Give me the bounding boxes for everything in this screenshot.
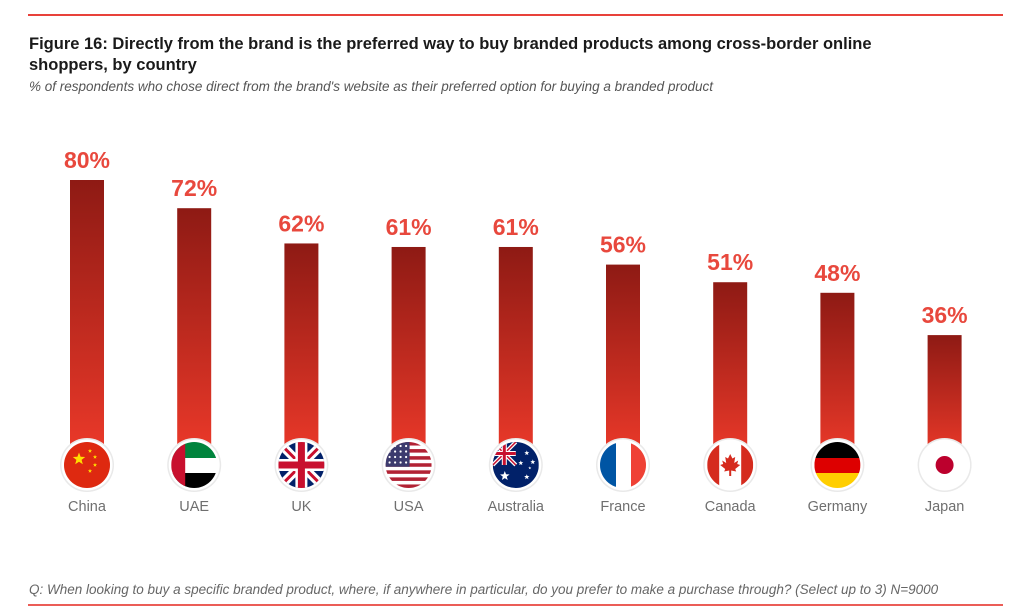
bar-australia: [498, 246, 533, 462]
uk-flag-icon: [274, 438, 329, 492]
france-flag-icon: [596, 438, 650, 492]
value-label-australia: 61%: [493, 214, 539, 240]
bar-usa: [391, 246, 426, 462]
value-label-germany: 48%: [814, 260, 860, 286]
chart-footnote: Q: When looking to buy a specific brande…: [29, 582, 939, 597]
australia-flag-icon: [488, 438, 543, 492]
category-label-usa: USA: [394, 499, 424, 515]
china-flag-icon: [60, 438, 114, 492]
value-label-japan: 36%: [922, 302, 968, 328]
uae-flag-icon: [167, 438, 222, 492]
germany-flag-icon: [810, 438, 865, 492]
category-label-china: China: [68, 499, 107, 515]
bar-chart: 80% China 72% UAE 62% UK 61% USA 61% Australia 56%…: [60, 147, 972, 515]
bottom-rule: [28, 604, 1003, 606]
bar-china: [70, 180, 104, 462]
bar-canada: [713, 282, 748, 462]
chart-subtitle: % of respondents who chose direct from t…: [29, 79, 713, 94]
bar-uk: [284, 243, 319, 462]
value-label-usa: 61%: [386, 214, 432, 240]
top-rule: [28, 14, 1003, 16]
category-label-uk: UK: [291, 499, 311, 515]
bar-germany: [820, 292, 855, 462]
chart-title: Figure 16: Directly from the brand is th…: [29, 35, 872, 74]
japan-flag-icon: [917, 438, 972, 492]
category-label-france: France: [600, 499, 645, 515]
category-label-canada: Canada: [705, 499, 757, 515]
value-label-uae: 72%: [171, 175, 217, 201]
canada-flag-icon: [703, 438, 758, 492]
category-label-australia: Australia: [488, 499, 545, 515]
value-label-uk: 62%: [278, 210, 324, 236]
category-label-germany: Germany: [808, 499, 868, 515]
category-label-japan: Japan: [925, 499, 965, 515]
bar-uae: [177, 208, 212, 462]
value-label-france: 56%: [600, 232, 646, 258]
value-label-canada: 51%: [707, 249, 753, 275]
usa-flag-icon: [381, 438, 436, 492]
bar-france: [606, 264, 640, 462]
category-label-uae: UAE: [179, 499, 209, 515]
value-label-china: 80%: [64, 147, 110, 173]
